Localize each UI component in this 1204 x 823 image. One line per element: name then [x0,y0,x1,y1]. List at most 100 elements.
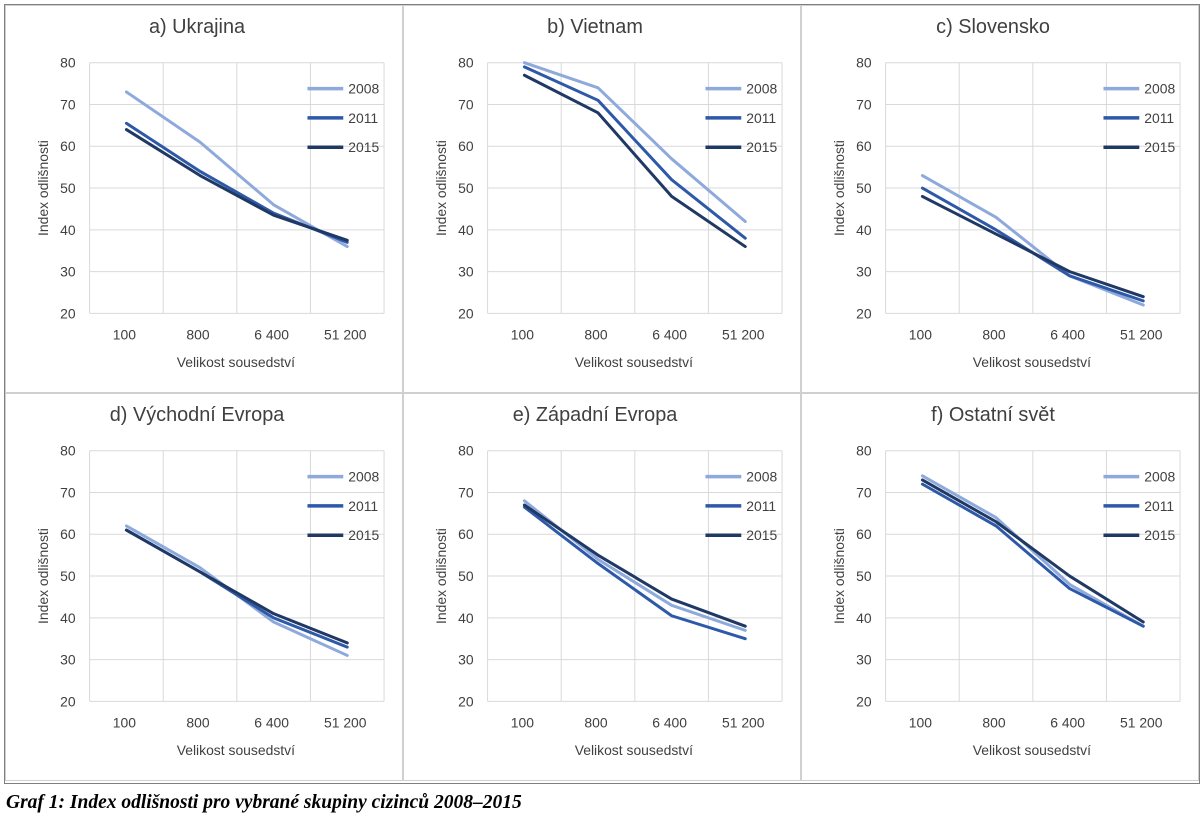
y-tick-label: 60 [856,138,872,154]
line-chart: d) Východní Evropa 20 30 40 50 60 70 80 100 800 6 … [35,404,385,758]
legend-label: 2015 [348,139,379,155]
y-tick-label: 50 [60,180,76,196]
y-tick-label: 30 [60,652,76,668]
y-axis-label: Index odlišnosti [35,140,51,236]
y-tick-label: 60 [458,138,474,154]
series-line-2011 [522,65,747,240]
legend-label: 2008 [348,469,379,485]
y-tick-label: 70 [60,96,76,112]
y-axis-label: Index odlišnosti [433,528,449,624]
legend-label: 2008 [1144,81,1175,97]
figure-frame: a) Ukrajina 20 30 40 50 60 70 80 100 800 6 400 51 2… [4,4,1200,784]
chart-title: c) Slovensko [936,16,1050,38]
y-tick-label: 60 [856,526,872,542]
legend-label: 2011 [348,110,378,126]
series-line-2015 [920,194,1145,299]
x-tick-label: 800 [982,714,1005,730]
x-tick-label: 100 [511,714,534,730]
legend-label: 2015 [746,527,777,543]
y-tick-label: 70 [458,96,474,112]
chart-title: d) Východní Evropa [110,404,286,426]
legend-label: 2015 [1144,139,1175,155]
y-tick-label: 30 [856,264,872,280]
x-tick-label: 51 200 [1120,326,1163,342]
y-tick-label: 80 [60,55,76,71]
line-chart: a) Ukrajina 20 30 40 50 60 70 80 100 800 6 400 51 2… [35,16,385,370]
y-tick-label: 30 [856,652,872,668]
chart-title: f) Ostatní svět [931,404,1055,426]
y-tick-label: 40 [60,610,76,626]
series-line-2008 [920,474,1145,628]
line-chart: f) Ostatní svět 20 30 40 50 60 70 80 100 800 6 400… [831,404,1181,758]
y-tick-label: 40 [458,222,474,238]
x-tick-label: 51 200 [722,714,765,730]
chart-panel-f: f) Ostatní svět 20 30 40 50 60 70 80 100 800 6 400… [801,393,1199,781]
series-line-2011 [522,505,747,641]
y-tick-label: 20 [458,305,474,321]
y-tick-label: 70 [856,96,872,112]
legend-label: 2008 [348,81,379,97]
figure-caption: Graf 1: Index odlišnosti pro vybrané sku… [6,792,522,813]
y-tick-label: 60 [60,526,76,542]
y-tick-label: 20 [458,693,474,709]
y-axis-label: Index odlišnosti [35,528,51,624]
x-tick-label: 6 400 [1050,714,1085,730]
legend-label: 2011 [746,110,776,126]
x-tick-label: 100 [511,326,534,342]
legend-label: 2008 [746,469,777,485]
x-tick-label: 51 200 [324,714,367,730]
chart-panel-e: e) Západní Evropa 20 30 40 50 60 70 80 100 800 6 4… [403,393,801,781]
x-tick-label: 6 400 [652,326,687,342]
y-tick-label: 50 [458,568,474,584]
line-chart: b) Vietnam 20 30 40 50 60 70 80 100 800 6 400 51 20… [433,16,783,370]
y-tick-label: 30 [458,652,474,668]
x-tick-label: 51 200 [324,326,367,342]
x-axis-label: Velikost sousedství [575,742,693,758]
y-tick-label: 80 [856,55,872,71]
legend-label: 2008 [1144,469,1175,485]
legend-label: 2015 [1144,527,1175,543]
y-tick-label: 30 [458,264,474,280]
y-tick-label: 50 [856,180,872,196]
x-tick-label: 100 [909,714,932,730]
x-tick-label: 6 400 [1050,326,1085,342]
x-tick-label: 6 400 [254,326,289,342]
series-line-2008 [522,61,747,223]
x-axis-label: Velikost sousedství [177,742,295,758]
chart-panel-d: d) Východní Evropa 20 30 40 50 60 70 80 100 800 6 … [5,393,403,781]
series-line-2011 [920,482,1145,628]
x-tick-label: 800 [982,326,1005,342]
line-chart: e) Západní Evropa 20 30 40 50 60 70 80 100 800 6 4… [433,404,783,758]
y-tick-label: 80 [458,443,474,459]
y-tick-label: 70 [856,484,872,500]
y-tick-label: 20 [60,693,76,709]
chart-title: a) Ukrajina [149,16,246,38]
x-axis-label: Velikost sousedství [575,354,693,370]
legend-label: 2011 [1144,498,1174,514]
line-chart: c) Slovensko 20 30 40 50 60 70 80 100 800 6 400 51 … [831,16,1181,370]
series-line-2015 [522,73,747,249]
series-line-2008 [124,90,349,249]
chart-title: b) Vietnam [547,16,643,38]
series-line-2015 [124,128,349,242]
series-line-2015 [124,528,349,645]
x-tick-label: 51 200 [722,326,765,342]
chart-panel-a: a) Ukrajina 20 30 40 50 60 70 80 100 800 6 400 51 2… [5,5,403,393]
series-line-2015 [522,503,747,628]
chart-panel-c: c) Slovensko 20 30 40 50 60 70 80 100 800 6 400 51 … [801,5,1199,393]
y-tick-label: 70 [60,484,76,500]
y-axis-label: Index odlišnosti [433,140,449,236]
y-tick-label: 70 [458,484,474,500]
x-tick-label: 800 [186,714,209,730]
x-axis-label: Velikost sousedství [177,354,295,370]
legend-label: 2011 [746,498,776,514]
y-tick-label: 50 [458,180,474,196]
x-tick-label: 100 [113,714,136,730]
x-tick-label: 6 400 [652,714,687,730]
y-tick-label: 60 [458,526,474,542]
legend-label: 2015 [746,139,777,155]
y-tick-label: 80 [458,55,474,71]
y-tick-label: 30 [60,264,76,280]
y-tick-label: 40 [60,222,76,238]
y-tick-label: 40 [856,610,872,626]
